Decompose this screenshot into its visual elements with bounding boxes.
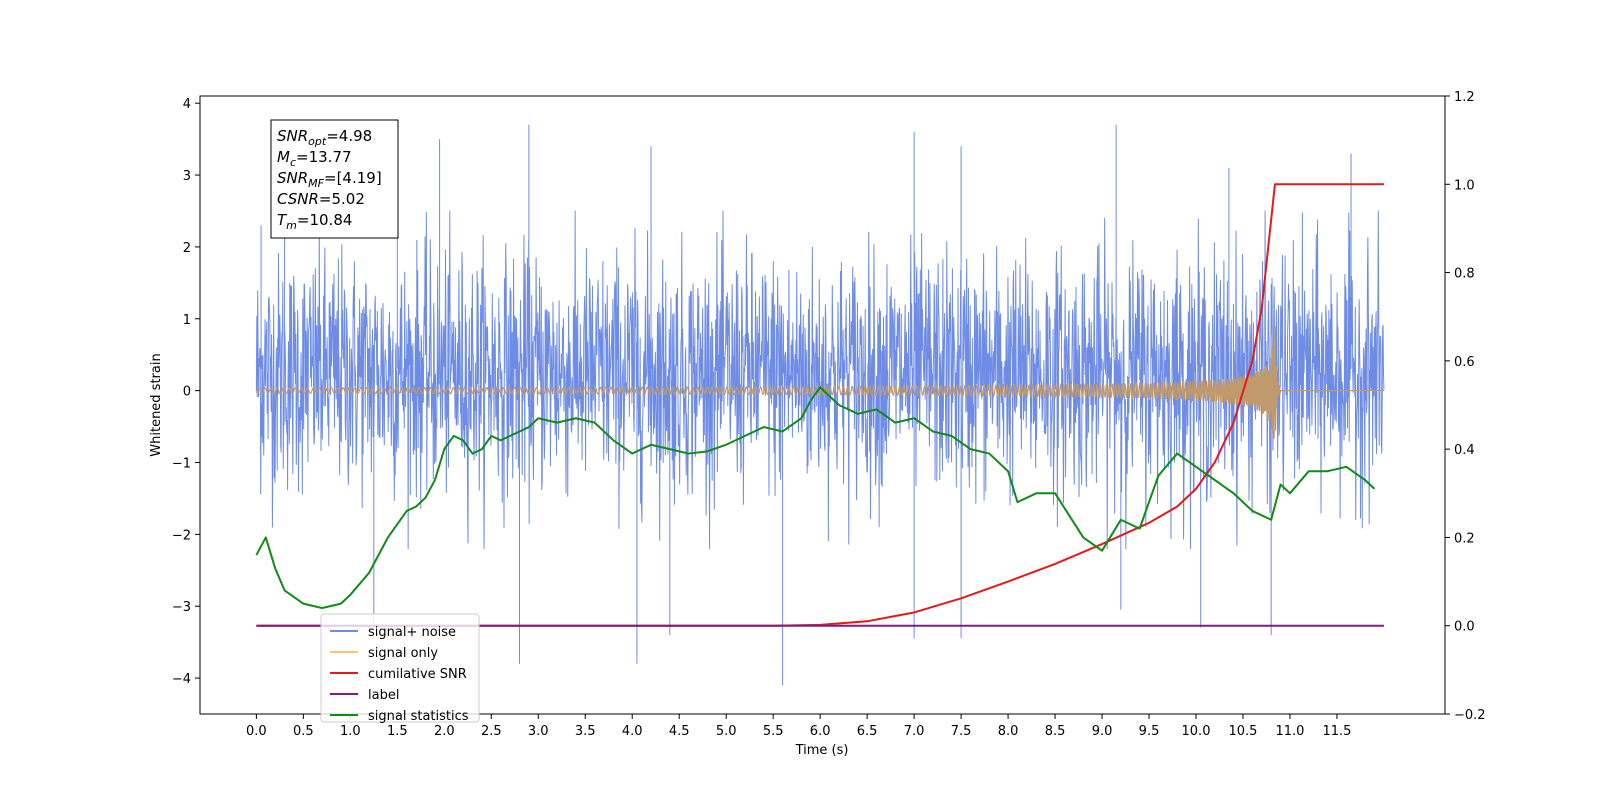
x-tick-label: 11.5 — [1322, 724, 1351, 739]
y-right-tick-label: 0.4 — [1454, 443, 1475, 458]
plot-series — [255, 124, 1385, 686]
x-tick-label: 11.0 — [1275, 724, 1304, 739]
legend-label: signal only — [368, 646, 438, 661]
y-right-tick-label: 1.0 — [1454, 178, 1475, 193]
legend-label: label — [368, 688, 399, 703]
series-cumilative-snr — [256, 183, 1384, 627]
x-tick-label: 6.5 — [857, 724, 878, 739]
series-signal-statistics — [255, 386, 1376, 610]
legend-label: signal+ noise — [368, 625, 456, 640]
x-tick-label: 4.0 — [622, 724, 643, 739]
x-tick-label: 3.5 — [575, 724, 596, 739]
y-right-tick-label: 0.0 — [1454, 620, 1475, 635]
x-tick-label: 2.5 — [481, 724, 502, 739]
x-tick-label: 3.0 — [528, 724, 549, 739]
y-right-tick-label: 0.2 — [1454, 531, 1475, 546]
x-tick-label: 4.5 — [669, 724, 690, 739]
x-tick-label: 5.5 — [763, 724, 784, 739]
y-axis-right: −0.2 0.0 0.2 0.4 0.6 0.8 1.0 1.2 — [1445, 90, 1486, 723]
x-tick-label: 10.5 — [1229, 724, 1258, 739]
y-axis-label: Whitened strain — [149, 353, 164, 456]
x-tick-label: 5.0 — [716, 724, 737, 739]
info-line: Tm=10.84 — [277, 211, 352, 232]
x-tick-label: 10.0 — [1182, 724, 1211, 739]
x-tick-label: 1.5 — [387, 724, 408, 739]
legend-label: cumilative SNR — [368, 667, 467, 682]
x-tick-label: 8.0 — [998, 724, 1019, 739]
x-tick-label: 8.5 — [1045, 724, 1066, 739]
y-left-tick-label: 3 — [183, 169, 191, 184]
y-right-tick-label: 1.2 — [1454, 90, 1475, 105]
y-right-tick-label: 0.8 — [1454, 267, 1475, 282]
x-tick-label: 7.5 — [951, 724, 972, 739]
x-tick-label: 6.0 — [810, 724, 831, 739]
y-left-tick-label: 4 — [183, 97, 191, 112]
x-tick-label: 9.5 — [1139, 724, 1160, 739]
x-tick-label: 0.5 — [293, 724, 314, 739]
info-line: SNRopt=4.98 — [277, 127, 372, 148]
legend-label: signal statistics — [368, 709, 469, 724]
info-line: SNRMF=[4.19] — [277, 169, 382, 190]
y-axis-left: −4 −3 −2 −1 0 1 2 3 4 — [172, 97, 200, 687]
legend[interactable]: signal+ noise signal only cumilative SNR la… — [320, 613, 480, 724]
x-tick-label: 2.0 — [434, 724, 455, 739]
y-left-tick-label: −1 — [172, 456, 191, 471]
y-right-tick-label: 0.6 — [1454, 355, 1475, 370]
y-left-tick-label: −4 — [172, 672, 191, 687]
x-tick-label: 0.0 — [246, 724, 267, 739]
x-axis-label: Time (s) — [795, 743, 849, 758]
x-tick-label: 7.0 — [904, 724, 925, 739]
y-left-tick-label: 2 — [183, 241, 191, 256]
info-line: CSNR=5.02 — [277, 190, 365, 208]
x-axis: 0.0 0.5 1.0 1.5 2.0 2.5 3.0 3.5 4.0 4.5 5.0 5.5 6.0 6… — [246, 714, 1351, 739]
plot-frame — [199, 95, 1446, 715]
y-left-tick-label: 1 — [183, 313, 191, 328]
x-tick-label: 9.0 — [1092, 724, 1113, 739]
y-left-tick-label: −3 — [172, 600, 191, 615]
y-left-tick-label: −2 — [172, 528, 191, 543]
info-box: SNRopt=4.98Mc=13.77SNRMF=[4.19]CSNR=5.02… — [270, 119, 399, 239]
x-tick-label: 1.0 — [340, 724, 361, 739]
info-line: Mc=13.77 — [277, 148, 352, 169]
y-right-tick-label: −0.2 — [1454, 708, 1486, 723]
y-left-tick-label: 0 — [183, 385, 191, 400]
series-signal-noise — [255, 124, 1385, 686]
